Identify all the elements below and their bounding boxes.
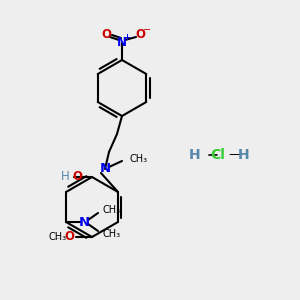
Text: H: H — [238, 148, 250, 162]
Text: N: N — [99, 163, 111, 176]
Text: N: N — [79, 215, 90, 229]
Text: H: H — [61, 170, 70, 184]
Text: —: — — [228, 148, 241, 161]
Text: CH₃: CH₃ — [129, 154, 147, 164]
Text: methoxy: methoxy — [56, 238, 62, 239]
Text: O: O — [64, 230, 74, 244]
Text: O: O — [101, 28, 111, 40]
Text: CH₃: CH₃ — [102, 205, 120, 215]
Text: CH₃: CH₃ — [49, 232, 67, 242]
Text: N: N — [117, 37, 127, 50]
Text: CH₃: CH₃ — [102, 229, 120, 239]
Text: O: O — [135, 28, 145, 40]
Text: O: O — [72, 170, 82, 184]
Text: Cl: Cl — [210, 148, 225, 162]
Text: −: − — [143, 25, 151, 35]
Text: H: H — [188, 148, 200, 162]
Text: +: + — [124, 34, 130, 43]
